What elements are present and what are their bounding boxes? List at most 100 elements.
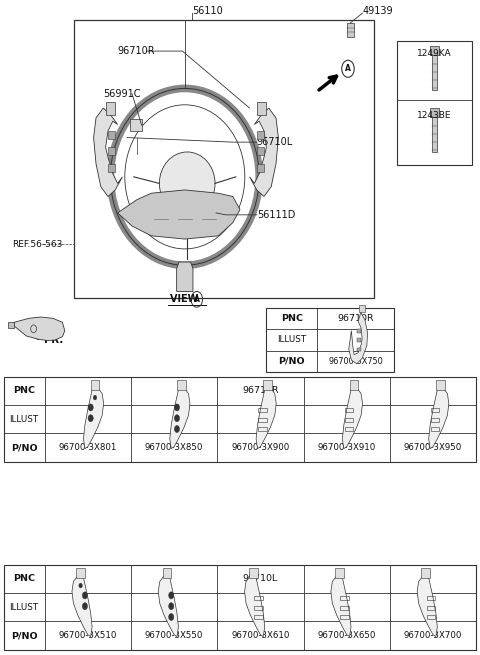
Bar bbox=[357, 348, 361, 351]
Polygon shape bbox=[106, 102, 115, 115]
Circle shape bbox=[83, 603, 87, 610]
Text: 96700-3X700: 96700-3X700 bbox=[404, 631, 462, 640]
Text: PNC: PNC bbox=[281, 314, 303, 323]
Bar bbox=[357, 339, 361, 342]
Bar bbox=[4, 377, 476, 462]
Polygon shape bbox=[72, 576, 92, 637]
Polygon shape bbox=[342, 388, 362, 449]
Text: 96710R: 96710R bbox=[118, 46, 155, 56]
Circle shape bbox=[88, 404, 93, 411]
Circle shape bbox=[168, 592, 174, 599]
Polygon shape bbox=[76, 568, 85, 578]
Circle shape bbox=[174, 426, 180, 432]
Polygon shape bbox=[163, 568, 171, 578]
Text: FR.: FR. bbox=[44, 335, 63, 345]
Polygon shape bbox=[347, 23, 354, 37]
Ellipse shape bbox=[159, 152, 215, 215]
Text: 56110: 56110 bbox=[192, 6, 223, 16]
Text: 96700-3X910: 96700-3X910 bbox=[318, 443, 376, 452]
Bar bbox=[130, 119, 142, 131]
Text: 96700-3X801: 96700-3X801 bbox=[59, 443, 117, 452]
Text: 96700-3X950: 96700-3X950 bbox=[404, 443, 462, 452]
Bar bbox=[345, 408, 353, 412]
Bar bbox=[397, 41, 472, 165]
Polygon shape bbox=[429, 388, 449, 449]
Polygon shape bbox=[264, 380, 272, 390]
Text: 1243BE: 1243BE bbox=[418, 111, 452, 120]
Polygon shape bbox=[14, 317, 65, 341]
Text: 96710L: 96710L bbox=[257, 137, 293, 147]
Bar bbox=[257, 131, 264, 139]
Polygon shape bbox=[91, 380, 99, 390]
Polygon shape bbox=[118, 190, 240, 239]
Text: REF.56-563: REF.56-563 bbox=[12, 240, 62, 249]
Bar bbox=[257, 147, 264, 155]
Bar bbox=[254, 606, 263, 610]
Bar bbox=[254, 616, 263, 620]
Bar bbox=[345, 428, 353, 432]
Text: ILLUST: ILLUST bbox=[10, 603, 39, 612]
Bar bbox=[431, 418, 440, 422]
Bar bbox=[431, 408, 440, 412]
Polygon shape bbox=[436, 380, 444, 390]
Text: 96700-3X550: 96700-3X550 bbox=[145, 631, 204, 640]
Bar bbox=[108, 147, 115, 155]
Polygon shape bbox=[177, 380, 186, 390]
Bar bbox=[4, 565, 476, 650]
Bar bbox=[340, 616, 349, 620]
Polygon shape bbox=[335, 568, 344, 578]
Circle shape bbox=[174, 415, 180, 422]
Text: P/NO: P/NO bbox=[11, 443, 37, 452]
Bar bbox=[108, 164, 115, 172]
Text: 96700-3X650: 96700-3X650 bbox=[317, 631, 376, 640]
Text: 96700-3X510: 96700-3X510 bbox=[59, 631, 117, 640]
Polygon shape bbox=[417, 576, 437, 637]
Text: 1249KA: 1249KA bbox=[417, 48, 452, 58]
Text: 56111D: 56111D bbox=[257, 210, 295, 220]
Bar bbox=[254, 596, 263, 600]
Polygon shape bbox=[430, 47, 439, 55]
Polygon shape bbox=[84, 388, 104, 449]
Bar bbox=[258, 418, 267, 422]
Text: ILLUST: ILLUST bbox=[10, 415, 39, 424]
Text: PNC: PNC bbox=[13, 386, 35, 396]
Polygon shape bbox=[170, 388, 190, 449]
Circle shape bbox=[88, 415, 93, 422]
Text: P/NO: P/NO bbox=[11, 631, 37, 640]
Polygon shape bbox=[177, 262, 193, 291]
Text: 96710R: 96710R bbox=[242, 386, 279, 396]
Text: 96700-3X900: 96700-3X900 bbox=[231, 443, 289, 452]
Bar bbox=[266, 308, 394, 372]
Bar bbox=[340, 596, 349, 600]
Text: PNC: PNC bbox=[13, 574, 35, 584]
Circle shape bbox=[168, 614, 174, 620]
Polygon shape bbox=[245, 576, 265, 637]
Text: 49139: 49139 bbox=[362, 6, 393, 16]
Text: A: A bbox=[345, 64, 351, 73]
Circle shape bbox=[93, 395, 97, 400]
Polygon shape bbox=[257, 102, 266, 115]
Text: P/NO: P/NO bbox=[278, 357, 305, 366]
Polygon shape bbox=[249, 568, 258, 578]
Bar bbox=[258, 408, 267, 412]
Polygon shape bbox=[432, 55, 437, 90]
Bar bbox=[431, 428, 440, 432]
Polygon shape bbox=[421, 568, 430, 578]
Polygon shape bbox=[250, 108, 278, 196]
Text: ILLUST: ILLUST bbox=[277, 335, 306, 345]
Bar bbox=[427, 616, 435, 620]
Circle shape bbox=[174, 404, 180, 411]
Text: 56991C: 56991C bbox=[103, 88, 141, 99]
Polygon shape bbox=[348, 312, 368, 364]
Bar bbox=[74, 20, 374, 298]
Circle shape bbox=[168, 603, 174, 610]
Bar bbox=[108, 131, 115, 139]
Polygon shape bbox=[432, 117, 437, 152]
Polygon shape bbox=[8, 322, 14, 328]
Circle shape bbox=[83, 592, 87, 599]
Circle shape bbox=[79, 583, 83, 588]
Polygon shape bbox=[430, 109, 439, 117]
Bar bbox=[427, 596, 435, 600]
Text: 96700-3X850: 96700-3X850 bbox=[145, 443, 204, 452]
Text: 96700-3X750: 96700-3X750 bbox=[328, 357, 383, 366]
